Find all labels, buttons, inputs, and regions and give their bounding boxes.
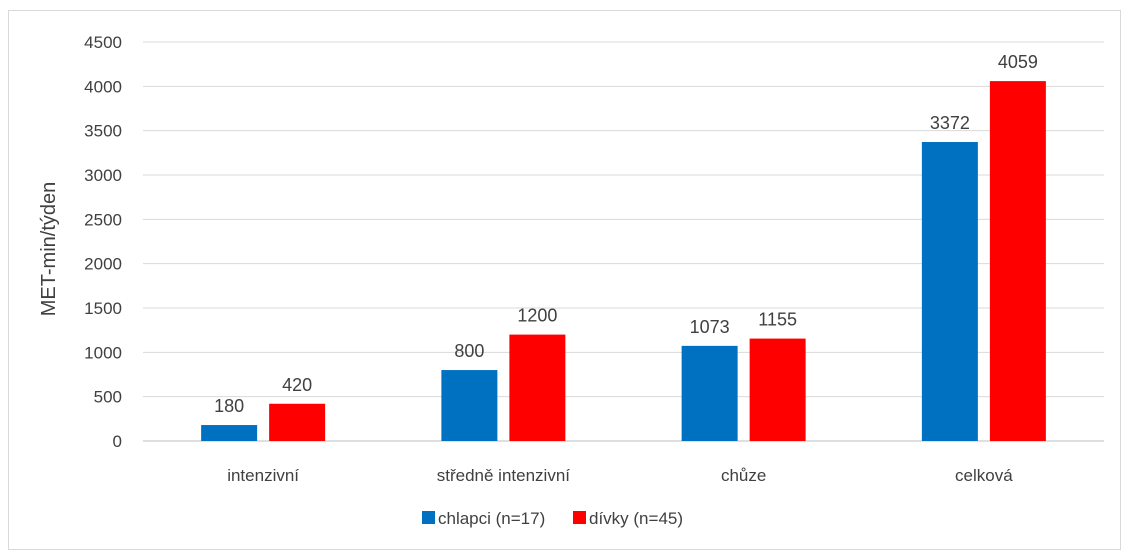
y-tick-label: 1000	[84, 343, 122, 362]
bar-divky	[749, 338, 806, 441]
y-tick-label: 4000	[84, 77, 122, 96]
bar-chlapci	[201, 425, 258, 441]
x-tick-label: chůze	[721, 466, 766, 485]
data-label: 1155	[758, 310, 797, 330]
bar-chlapci	[441, 370, 498, 441]
data-label: 4059	[998, 52, 1038, 72]
bar-divky	[989, 81, 1046, 442]
x-tick-label: celková	[955, 466, 1013, 485]
bars	[201, 81, 1046, 442]
data-label: 1073	[690, 317, 730, 337]
y-tick-label: 500	[94, 388, 122, 407]
data-label: 3372	[930, 113, 970, 133]
y-tick-label: 3500	[84, 122, 122, 141]
legend: chlapci (n=17) dívky (n=45)	[422, 509, 683, 528]
data-label: 1200	[517, 306, 557, 326]
data-label: 180	[214, 396, 244, 416]
x-tick-label: intenzivní	[227, 466, 299, 485]
y-tick-label: 2500	[84, 210, 122, 229]
legend-swatch	[573, 511, 586, 524]
bar-chlapci	[921, 142, 978, 442]
gridlines	[143, 41, 1104, 442]
data-label: 800	[454, 341, 484, 361]
chart-frame: 0 500 1000 1500 2000 2500 3000 3500 4000 4500 MET…	[8, 10, 1121, 550]
y-axis-ticks: 0 500 1000 1500 2000 2500 3000 3500 4000 4500	[84, 33, 122, 451]
data-labels: 180 420 800 1200 1073 1155 3372 4059	[214, 52, 1038, 416]
y-tick-label: 4500	[84, 33, 122, 52]
bar-divky	[269, 403, 326, 441]
y-tick-label: 3000	[84, 166, 122, 185]
legend-label: dívky (n=45)	[589, 509, 683, 528]
x-tick-label: středně intenzivní	[437, 466, 571, 485]
bar-chlapci	[681, 345, 738, 441]
y-tick-label: 0	[113, 432, 122, 451]
bar-chart: 0 500 1000 1500 2000 2500 3000 3500 4000 4500 MET…	[38, 33, 1104, 528]
bar-divky	[509, 334, 566, 441]
legend-label: chlapci (n=17)	[438, 509, 545, 528]
y-tick-label: 2000	[84, 255, 122, 274]
legend-swatch	[422, 511, 435, 524]
x-axis-ticks: intenzivní středně intenzivní chůze celková	[227, 466, 1013, 485]
data-label: 420	[282, 375, 312, 395]
y-axis-title: MET-min/týden	[38, 182, 60, 316]
y-tick-label: 1500	[84, 299, 122, 318]
